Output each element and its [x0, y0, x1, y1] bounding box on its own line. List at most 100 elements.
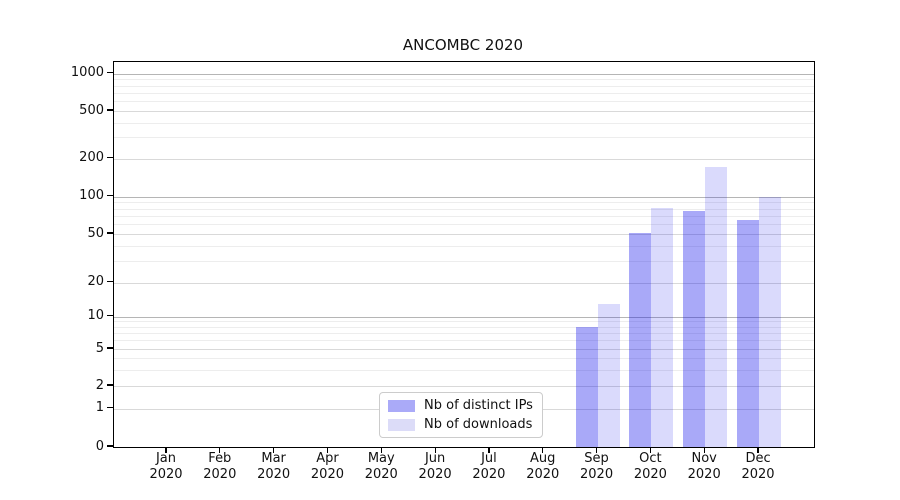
gridline-minor	[114, 321, 814, 323]
x-tick-label: Jul 2020	[459, 451, 519, 483]
y-tick-label: 500	[79, 102, 104, 118]
x-tick-year: 2020	[741, 467, 775, 482]
x-tick-label: Oct 2020	[620, 451, 680, 483]
bar-distinct-ips	[575, 326, 598, 447]
legend: Nb of distinct IPs Nb of downloads	[379, 392, 543, 438]
y-tick-label: 20	[87, 274, 104, 289]
x-tick-month: Mar	[261, 451, 286, 466]
gridline-minor	[114, 340, 814, 342]
x-tick-mark	[273, 447, 275, 453]
gridline-minor	[114, 85, 814, 87]
gridline-minor	[114, 326, 814, 328]
x-tick-month: Sep	[584, 451, 609, 466]
plot-area	[113, 61, 815, 448]
y-tick-label: 2	[95, 377, 104, 393]
x-tick-year: 2020	[526, 467, 560, 482]
x-tick-mark	[488, 447, 490, 453]
gridline-minor	[114, 208, 814, 210]
x-tick-label: Aug 2020	[513, 451, 573, 483]
x-tick-month: Jan	[155, 451, 177, 466]
bar-downloads	[597, 303, 620, 447]
x-tick-mark	[649, 447, 651, 453]
y-tick-label: 1	[95, 400, 104, 415]
gridline-minor	[114, 245, 814, 247]
y-tick-label: 0	[95, 438, 104, 454]
x-tick-month: Feb	[208, 451, 232, 466]
legend-swatch	[388, 418, 415, 431]
x-tick-year: 2020	[580, 467, 614, 482]
x-tick-mark	[542, 447, 544, 453]
gridline	[114, 282, 814, 284]
gridline-minor	[114, 202, 814, 204]
gridline-minor	[114, 92, 814, 94]
bar-distinct-ips	[683, 211, 706, 447]
gridline-minor	[114, 137, 814, 139]
y-tick-label: 1000	[70, 65, 104, 81]
gridline	[114, 158, 814, 160]
x-tick-label: Apr 2020	[297, 451, 357, 483]
legend-row: Nb of distinct IPs	[388, 398, 534, 413]
x-tick-year: 2020	[364, 467, 398, 482]
x-tick-year: 2020	[687, 467, 721, 482]
bar-distinct-ips	[629, 232, 652, 447]
y-tick-label: 50	[87, 225, 104, 241]
y-tick-mark	[107, 406, 113, 409]
y-tick-label: 5	[95, 340, 104, 356]
gridline-minor	[114, 224, 814, 226]
x-tick-mark	[757, 447, 759, 453]
x-tick-mark	[380, 447, 382, 453]
x-tick-mark	[219, 447, 221, 453]
gridline-major	[114, 73, 814, 75]
x-tick-year: 2020	[257, 467, 291, 482]
x-tick-mark	[326, 447, 329, 453]
y-tick-label: 100	[79, 188, 104, 204]
y-tick-label: 200	[79, 150, 104, 165]
x-tick-mark	[165, 447, 167, 453]
gridline	[114, 111, 814, 112]
x-tick-month: Dec	[745, 451, 771, 466]
x-tick-month: Aug	[530, 451, 556, 466]
x-tick-month: Apr	[316, 451, 339, 466]
y-tick-label: 10	[87, 308, 104, 323]
x-tick-year: 2020	[310, 467, 344, 482]
x-tick-label: Nov 2020	[674, 451, 734, 483]
gridline-minor	[114, 122, 814, 124]
gridline-minor	[114, 215, 814, 217]
y-tick-mark	[107, 109, 113, 111]
x-tick-month: Jul	[481, 451, 497, 466]
x-tick-mark	[703, 447, 705, 453]
x-tick-month: Nov	[691, 451, 717, 466]
gridline	[114, 386, 814, 387]
x-tick-label: Mar 2020	[244, 451, 304, 483]
legend-swatch	[388, 399, 415, 412]
gridline-minor	[114, 333, 814, 335]
bar-downloads	[651, 208, 674, 447]
x-tick-month: May	[367, 451, 395, 466]
bar-distinct-ips	[737, 219, 760, 447]
y-tick-mark	[107, 314, 113, 317]
gridline-minor	[114, 261, 814, 263]
x-tick-month: Jun	[424, 451, 446, 466]
bar-downloads	[705, 166, 728, 447]
gridline-minor	[114, 101, 814, 103]
gridline-minor	[114, 358, 814, 359]
x-tick-label: Sep 2020	[567, 451, 627, 483]
gridline-major	[114, 316, 814, 318]
gridline	[114, 349, 814, 350]
gridline-major	[114, 196, 814, 198]
legend-label: Nb of distinct IPs	[424, 398, 533, 413]
x-tick-label: Feb 2020	[190, 451, 250, 483]
x-tick-label: Dec 2020	[728, 451, 788, 483]
x-tick-year: 2020	[203, 467, 237, 482]
x-tick-label: Jun 2020	[405, 451, 465, 483]
y-tick-mark	[107, 195, 113, 197]
x-tick-year: 2020	[633, 467, 667, 482]
x-tick-year: 2020	[472, 467, 506, 482]
y-tick-mark	[107, 232, 113, 234]
legend-row: Nb of downloads	[388, 417, 534, 432]
y-tick-mark	[107, 384, 113, 386]
gridline	[114, 234, 814, 235]
gridline-minor	[114, 79, 814, 81]
gridline-minor	[114, 369, 814, 371]
